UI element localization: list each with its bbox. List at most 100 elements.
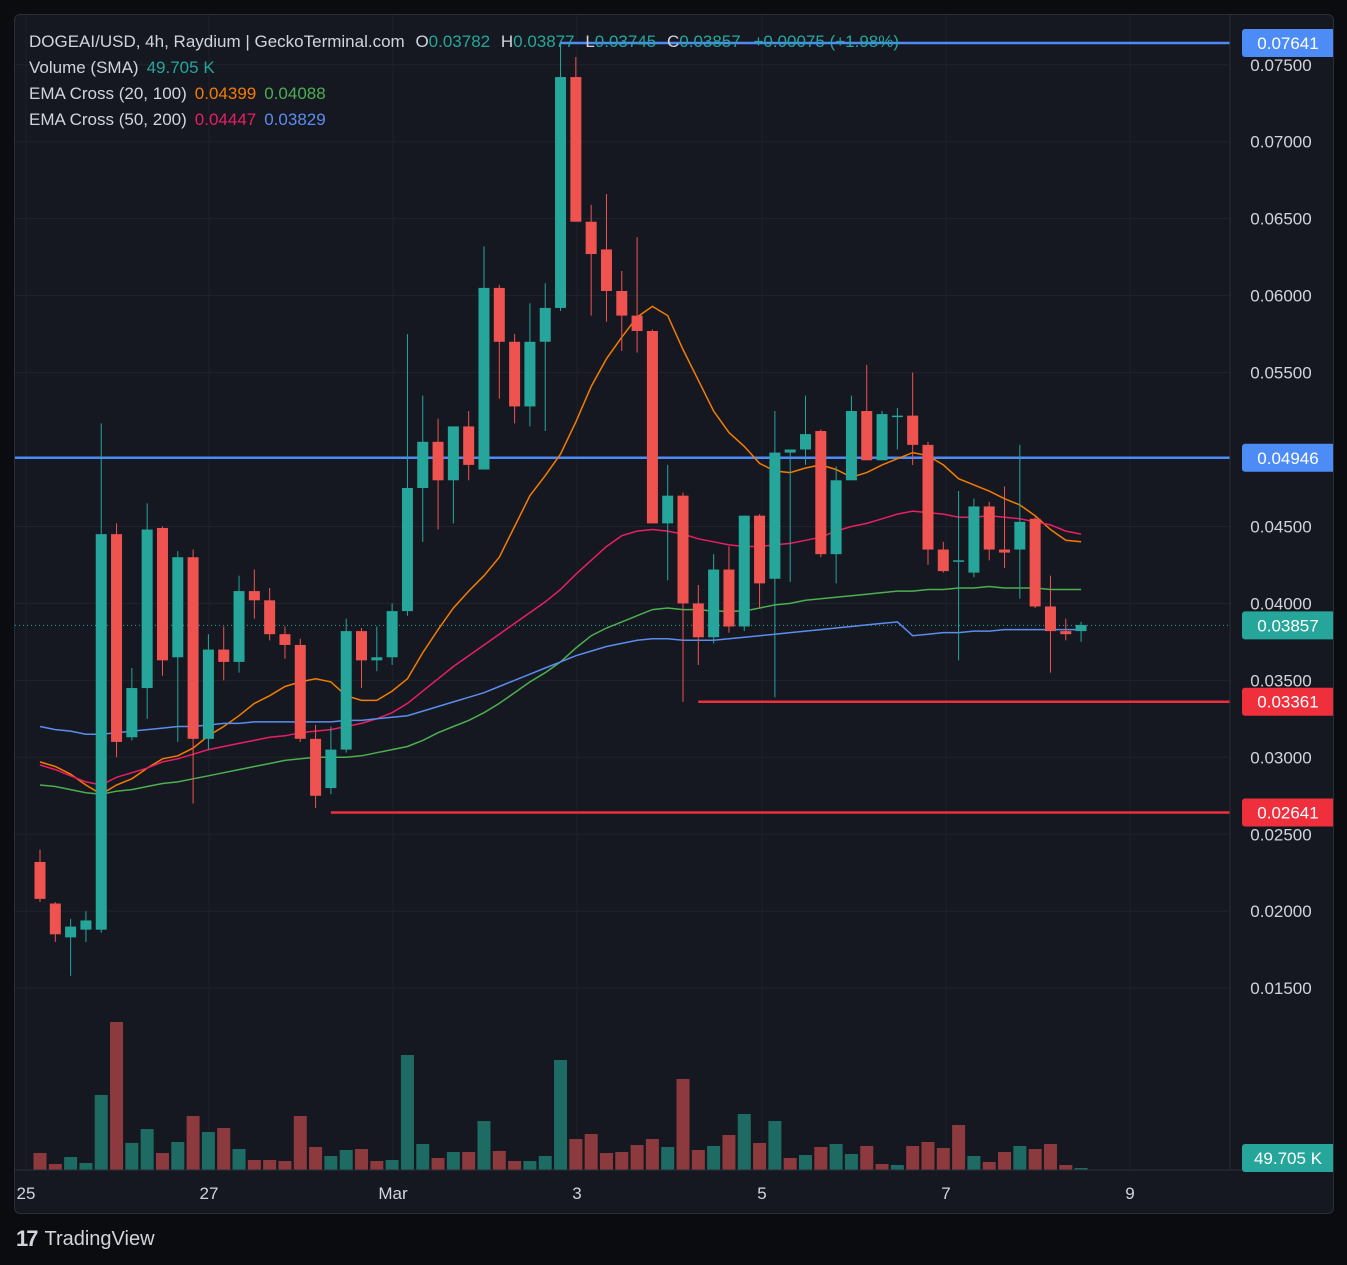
candle-body[interactable] [248, 591, 260, 601]
volume-bar [722, 1135, 736, 1170]
candle-body[interactable] [80, 920, 92, 930]
candle-body[interactable] [310, 738, 322, 796]
volume-bar [615, 1152, 629, 1170]
candle-body[interactable] [1060, 631, 1072, 635]
candle-body[interactable] [65, 926, 77, 938]
candle-body[interactable] [815, 431, 827, 555]
candle-body[interactable] [417, 441, 429, 488]
candle-body[interactable] [937, 549, 949, 572]
legend-ema-50-200[interactable]: EMA Cross (50, 200) 0.04447 0.03829 [29, 107, 899, 133]
volume-bar [339, 1150, 353, 1170]
ohlc-open-label: O [415, 32, 429, 51]
candle-body[interactable] [999, 549, 1011, 553]
candle-body[interactable] [126, 688, 138, 738]
candle-body[interactable] [600, 249, 612, 291]
candle-body[interactable] [340, 631, 352, 750]
brand-name: TradingView [44, 1227, 155, 1250]
candle-body[interactable] [539, 307, 551, 342]
candle-body[interactable] [968, 506, 980, 573]
candle-body[interactable] [555, 77, 567, 308]
candle-body[interactable] [1044, 606, 1056, 632]
candle-body[interactable] [49, 903, 61, 935]
candle-body[interactable] [907, 415, 919, 445]
candle-body[interactable] [509, 341, 521, 407]
candle-body[interactable] [493, 287, 505, 342]
candle-body[interactable] [692, 603, 704, 638]
candle-body[interactable] [447, 426, 459, 481]
candle-body[interactable] [233, 591, 245, 662]
candle-body[interactable] [754, 515, 766, 584]
candle-body[interactable] [386, 611, 398, 658]
candle-body[interactable] [1014, 521, 1026, 550]
brand-footer[interactable]: 17 TradingView [16, 1226, 155, 1252]
candle-body[interactable] [891, 415, 903, 418]
candle-body[interactable] [34, 861, 46, 899]
candle-body[interactable] [953, 560, 965, 562]
candle-body[interactable] [708, 569, 720, 638]
y-tick-label: 0.02000 [1250, 902, 1311, 921]
candle-body[interactable] [172, 557, 184, 658]
legend-volume[interactable]: Volume (SMA) 49.705 K [29, 55, 899, 81]
candle-body[interactable] [478, 287, 490, 470]
candle-body[interactable] [723, 569, 735, 627]
candle-body[interactable] [141, 529, 153, 689]
volume-bar [921, 1142, 935, 1170]
volume-bar [247, 1160, 261, 1170]
ema200-value: 0.03829 [264, 110, 326, 129]
volume-bar [630, 1145, 644, 1170]
candle-body[interactable] [401, 487, 413, 612]
candle-body[interactable] [631, 315, 643, 331]
candle-body[interactable] [95, 534, 107, 930]
candle-body[interactable] [187, 557, 199, 739]
candle-body[interactable] [524, 341, 536, 407]
candle-body[interactable] [279, 634, 291, 645]
volume-bar [416, 1144, 430, 1170]
candle-body[interactable] [371, 657, 383, 661]
candle-body[interactable] [218, 649, 230, 662]
candle-body[interactable] [1075, 624, 1087, 632]
y-tick-label: 0.03500 [1250, 671, 1311, 690]
candle-body[interactable] [432, 441, 444, 481]
volume-bar [477, 1121, 491, 1170]
candle-body[interactable] [677, 495, 689, 604]
candle-body[interactable] [570, 77, 582, 222]
candle-body[interactable] [463, 426, 475, 465]
candle-body[interactable] [861, 411, 873, 461]
price-chart[interactable]: 0.01500 0.02000 0.02500 0.03000 0.03500 0.040… [15, 15, 1333, 1213]
candle-body[interactable] [662, 495, 674, 524]
candle-body[interactable] [769, 452, 781, 579]
candle-body[interactable] [876, 414, 888, 461]
volume-bar [523, 1161, 537, 1170]
volume-bar [1013, 1146, 1027, 1170]
volume-bar [48, 1164, 62, 1170]
candle-body[interactable] [356, 631, 368, 661]
candle-body[interactable] [738, 515, 750, 627]
chart-panel[interactable]: 0.01500 0.02000 0.02500 0.03000 0.03500 0.040… [14, 14, 1334, 1214]
candle-body[interactable] [294, 644, 306, 739]
volume-bar [110, 1022, 124, 1170]
y-tick-label: 0.02500 [1250, 825, 1311, 844]
candle-body[interactable] [784, 449, 796, 453]
candle-body[interactable] [264, 600, 276, 635]
candle-body[interactable] [1029, 518, 1041, 607]
candle-body[interactable] [111, 534, 123, 742]
candle-body[interactable] [325, 749, 337, 789]
volume-label: Volume (SMA) [29, 58, 139, 77]
candle-body[interactable] [922, 444, 934, 550]
candle-body[interactable] [845, 411, 857, 481]
ema50-value: 0.04447 [194, 110, 257, 129]
candle-body[interactable] [800, 434, 811, 450]
volume-bar [737, 1114, 751, 1170]
candle-body[interactable] [983, 506, 995, 550]
ohlc-open-value: 0.03782 [428, 32, 491, 51]
candle-body[interactable] [616, 290, 628, 316]
candle-body[interactable] [646, 330, 658, 524]
volume-bar [799, 1155, 812, 1170]
candle-body[interactable] [585, 221, 597, 255]
candle-body[interactable] [156, 527, 168, 661]
candle-body[interactable] [202, 649, 214, 739]
legend-ema-20-100[interactable]: EMA Cross (20, 100) 0.04399 0.04088 [29, 81, 899, 107]
legend-header: DOGEAI/USD, 4h, Raydium | GeckoTerminal.… [29, 29, 899, 55]
candle-body[interactable] [830, 480, 842, 555]
volume-bar [1028, 1149, 1042, 1170]
